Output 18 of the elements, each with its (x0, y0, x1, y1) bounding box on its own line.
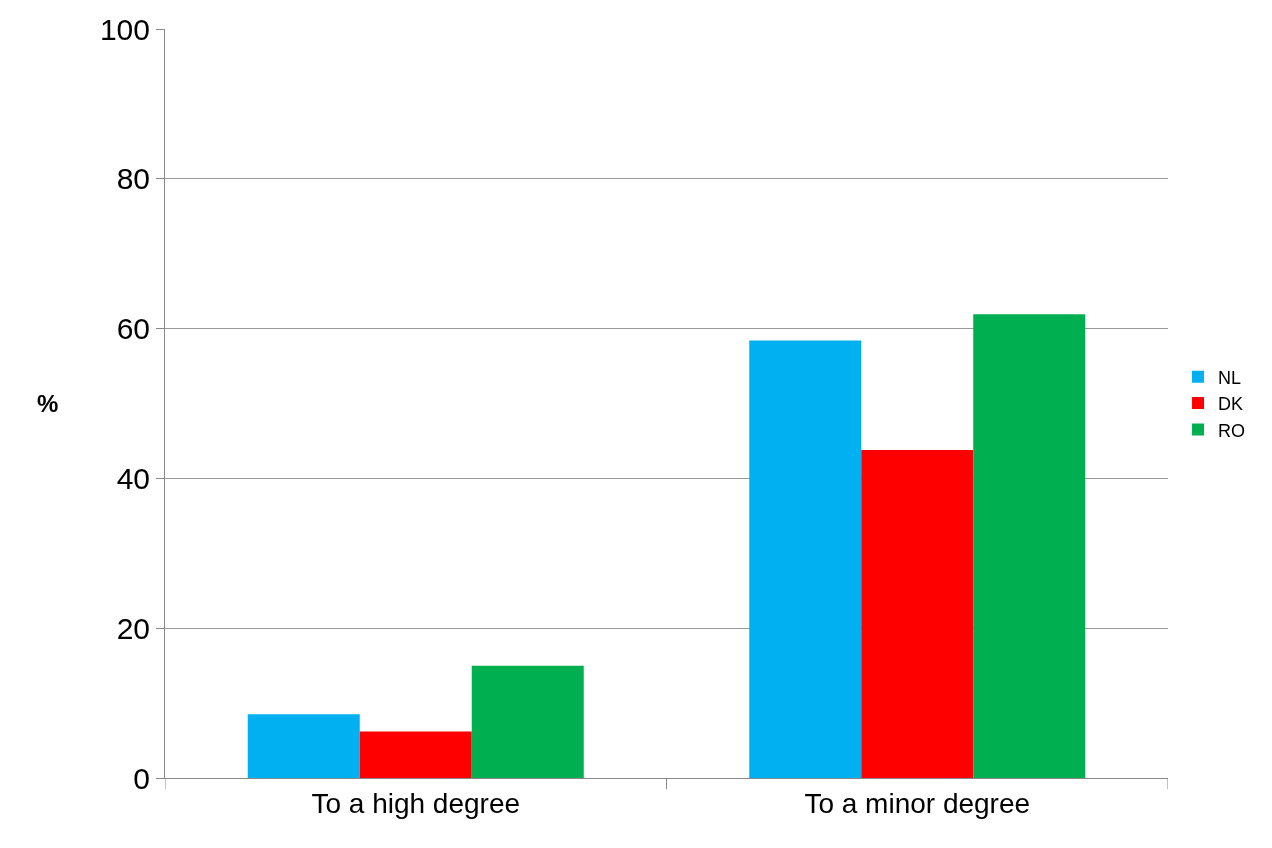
bar (359, 731, 472, 778)
y-tick-label: 20 (116, 611, 150, 645)
legend-label: NL (1218, 367, 1242, 388)
bar (247, 714, 360, 778)
bar (973, 314, 1086, 778)
y-axis-title: % (37, 390, 59, 417)
y-tick-label: 40 (116, 461, 150, 495)
x-tick-label: To a high degree (311, 787, 521, 819)
y-tick-label: 0 (133, 761, 150, 795)
y-tick-label: 80 (116, 162, 150, 196)
y-tick-label: 60 (116, 312, 150, 346)
bar (861, 449, 974, 778)
legend-label: RO (1218, 420, 1246, 441)
x-tick-label: To a minor degree (804, 787, 1031, 819)
legend-label: DK (1218, 394, 1244, 415)
y-tick-label: 100 (99, 12, 150, 46)
bar (749, 340, 862, 778)
bar (471, 665, 584, 778)
